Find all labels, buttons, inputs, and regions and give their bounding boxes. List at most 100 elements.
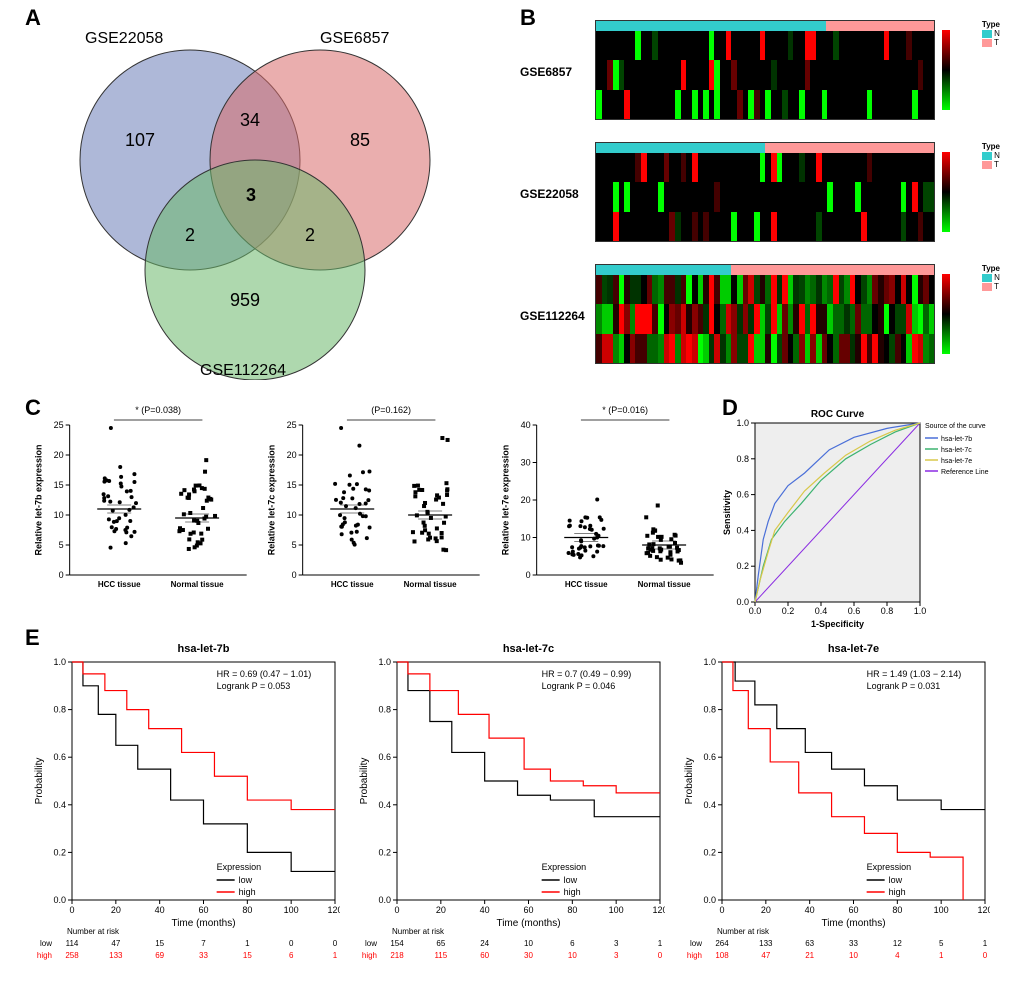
dotplot-2: 010203040Relative let-7e expression* (P=… [497, 400, 720, 600]
svg-text:Normal tissue: Normal tissue [404, 580, 457, 589]
venn-set2-label: GSE6857 [320, 30, 389, 48]
svg-text:25: 25 [287, 420, 297, 430]
svg-text:10: 10 [520, 533, 530, 543]
svg-text:0.0: 0.0 [378, 895, 391, 905]
svg-text:Time (months): Time (months) [496, 918, 560, 929]
venn-int23: 2 [305, 225, 315, 246]
svg-text:63: 63 [805, 939, 814, 948]
svg-text:80: 80 [567, 905, 577, 915]
svg-text:Logrank P = 0.046: Logrank P = 0.046 [542, 681, 616, 691]
venn-only2: 85 [350, 130, 370, 151]
svg-text:0.6: 0.6 [736, 490, 749, 500]
dotplot-0: 0510152025Relative let-7b expression* (P… [30, 400, 253, 600]
svg-text:1.0: 1.0 [378, 657, 391, 667]
svg-text:20: 20 [436, 905, 446, 915]
svg-text:0.0: 0.0 [703, 895, 716, 905]
svg-text:0.2: 0.2 [736, 561, 749, 571]
svg-text:3: 3 [614, 939, 619, 948]
svg-text:Probability: Probability [359, 758, 370, 805]
svg-text:0: 0 [394, 905, 399, 915]
svg-text:1-Specificity: 1-Specificity [811, 619, 864, 629]
type-legend: Type N T [982, 264, 1000, 291]
survival-2: hsa-let-7eHR = 1.49 (1.03 − 2.14)Logrank… [680, 640, 990, 970]
svg-text:Number at risk: Number at risk [67, 927, 120, 936]
heatmap-label: GSE6857 [520, 65, 572, 79]
svg-text:hsa-let-7e: hsa-let-7e [828, 643, 879, 655]
svg-text:hsa-let-7e: hsa-let-7e [941, 458, 972, 465]
svg-text:* (P=0.016): * (P=0.016) [602, 405, 648, 415]
svg-text:0.2: 0.2 [378, 847, 391, 857]
svg-text:0: 0 [983, 951, 988, 960]
svg-text:* (P=0.038): * (P=0.038) [135, 405, 181, 415]
svg-text:0.8: 0.8 [881, 606, 894, 616]
svg-text:Normal tissue: Normal tissue [171, 580, 224, 589]
svg-text:69: 69 [155, 951, 164, 960]
dotplot-1: 0510152025Relative let-7c expression(P=0… [263, 400, 486, 600]
survival-panel: hsa-let-7bHR = 0.69 (0.47 − 1.01)Logrank… [30, 640, 990, 970]
svg-text:0: 0 [525, 570, 530, 580]
svg-text:0.4: 0.4 [703, 800, 716, 810]
svg-text:100: 100 [934, 905, 949, 915]
svg-text:Source of the curve: Source of the curve [925, 423, 986, 430]
svg-text:high: high [687, 951, 702, 960]
svg-text:0.2: 0.2 [782, 606, 795, 616]
svg-text:1.0: 1.0 [53, 657, 66, 667]
svg-text:0.8: 0.8 [736, 454, 749, 464]
heatmap-2: GSE112264Type N T [520, 264, 1000, 374]
heatmap-panel: GSE6857Type N TGSE22058Type N TGSE112264… [520, 20, 1000, 390]
svg-text:Time (months): Time (months) [821, 918, 885, 929]
svg-text:Number at risk: Number at risk [392, 927, 445, 936]
svg-text:5: 5 [292, 540, 297, 550]
svg-text:1.0: 1.0 [914, 606, 927, 616]
svg-text:high: high [889, 887, 906, 897]
svg-text:80: 80 [892, 905, 902, 915]
svg-text:21: 21 [805, 951, 814, 960]
svg-text:HR = 0.69 (0.47 − 1.01): HR = 0.69 (0.47 − 1.01) [217, 669, 312, 679]
svg-text:0.4: 0.4 [53, 800, 66, 810]
svg-text:Expression: Expression [217, 862, 262, 872]
venn-set3-label: GSE112264 [200, 362, 286, 380]
svg-text:120: 120 [327, 905, 340, 915]
svg-text:0.8: 0.8 [53, 705, 66, 715]
svg-text:10: 10 [849, 951, 858, 960]
svg-text:60: 60 [480, 951, 489, 960]
svg-text:0.6: 0.6 [703, 752, 716, 762]
svg-text:24: 24 [480, 939, 489, 948]
svg-text:10: 10 [287, 510, 297, 520]
svg-text:hsa-let-7c: hsa-let-7c [941, 447, 972, 454]
svg-text:154: 154 [390, 939, 404, 948]
svg-text:high: high [239, 887, 256, 897]
venn-int123: 3 [246, 185, 256, 206]
svg-text:7: 7 [201, 939, 206, 948]
svg-text:0.8: 0.8 [703, 705, 716, 715]
svg-text:Relative let-7b expression: Relative let-7b expression [34, 444, 44, 555]
venn-only1: 107 [125, 130, 155, 151]
svg-text:HCC tissue: HCC tissue [331, 580, 374, 589]
svg-text:20: 20 [287, 450, 297, 460]
venn-set1-label: GSE22058 [85, 30, 163, 48]
svg-text:Reference Line: Reference Line [941, 469, 989, 476]
svg-text:40: 40 [155, 905, 165, 915]
svg-text:100: 100 [609, 905, 624, 915]
svg-text:Probability: Probability [684, 758, 695, 805]
svg-text:high: high [37, 951, 52, 960]
svg-text:6: 6 [570, 939, 575, 948]
svg-text:20: 20 [54, 450, 64, 460]
type-legend: Type N T [982, 20, 1000, 47]
svg-text:0: 0 [719, 905, 724, 915]
svg-text:30: 30 [524, 951, 533, 960]
svg-text:40: 40 [520, 420, 530, 430]
svg-text:0.6: 0.6 [378, 752, 391, 762]
svg-text:133: 133 [109, 951, 123, 960]
heatmap-label: GSE22058 [520, 187, 579, 201]
svg-text:20: 20 [111, 905, 121, 915]
svg-text:20: 20 [520, 495, 530, 505]
svg-text:40: 40 [480, 905, 490, 915]
type-legend: Type N T [982, 142, 1000, 169]
svg-text:80: 80 [242, 905, 252, 915]
svg-text:1.0: 1.0 [736, 418, 749, 428]
svg-text:264: 264 [715, 939, 729, 948]
svg-text:47: 47 [761, 951, 770, 960]
svg-text:133: 133 [759, 939, 773, 948]
venn-int12: 34 [240, 110, 260, 131]
